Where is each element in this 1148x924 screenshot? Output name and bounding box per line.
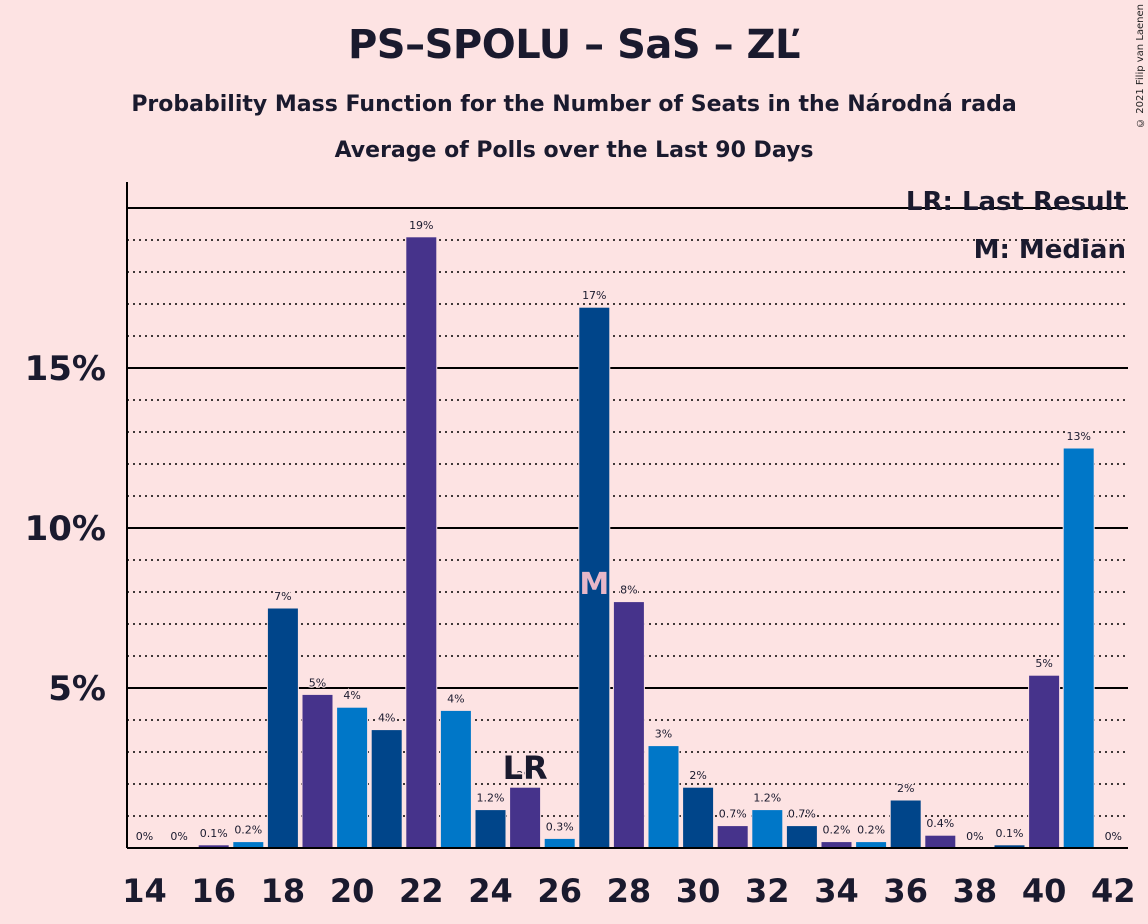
bar-seats-40 (1028, 674, 1061, 849)
x-tick-label: 14 (122, 872, 167, 910)
bar-value-label: 0.2% (234, 824, 262, 837)
legend-last-result: LR: Last Result (906, 187, 1126, 217)
bar-seats-33 (785, 825, 818, 849)
x-tick-label: 40 (1022, 872, 1067, 910)
x-tick-label: 42 (1091, 872, 1136, 910)
x-tick-label: 32 (745, 872, 790, 910)
x-tick-label: 24 (468, 872, 513, 910)
bar-value-label: 0.3% (546, 820, 574, 833)
bar-seats-29 (647, 745, 680, 849)
y-tick-label: 10% (25, 509, 106, 549)
bar-value-label: 0.1% (996, 827, 1024, 840)
bar-seats-26 (543, 837, 576, 849)
x-tick-label: 22 (399, 872, 444, 910)
bar-seats-25 (509, 786, 542, 849)
bar-value-label: 2% (897, 782, 914, 795)
bar-seats-37 (924, 834, 957, 849)
bar-value-label: 0% (1105, 830, 1122, 843)
bar-value-label: 0.1% (200, 827, 228, 840)
chart-title: PS–SPOLU – SaS – ZĽ (347, 22, 801, 68)
x-tick-label: 36 (883, 872, 928, 910)
x-tick-label: 34 (814, 872, 859, 910)
bar-value-label: 5% (1035, 657, 1052, 670)
x-tick-label: 16 (191, 872, 236, 910)
bar-value-label: 0% (170, 830, 187, 843)
bar-seats-20 (336, 706, 369, 849)
bar-seats-30 (682, 786, 715, 849)
bar-value-label: 2% (516, 769, 533, 782)
bar-value-label: 19% (409, 219, 433, 232)
bar-value-label: 1.2% (753, 792, 781, 805)
x-tick-label: 28 (607, 872, 652, 910)
last-result-marker: LR (503, 749, 548, 787)
y-tick-label: 5% (48, 669, 106, 709)
legend-median: M: Median (974, 235, 1126, 265)
bar-value-label: 0% (136, 830, 153, 843)
x-tick-label: 38 (953, 872, 998, 910)
bar-value-label: 0.7% (788, 808, 816, 821)
bar-seats-27 (578, 306, 611, 849)
bar-seats-18 (266, 607, 299, 849)
bar-value-label: 4% (447, 692, 464, 705)
bar-value-label: 17% (582, 289, 606, 302)
bar-value-label: 0.7% (719, 808, 747, 821)
bar-value-label: 3% (655, 728, 672, 741)
bar-seats-21 (370, 729, 403, 849)
x-tick-label: 20 (330, 872, 375, 910)
bar-seats-28 (612, 601, 645, 849)
bar-value-label: 4% (343, 689, 360, 702)
bar-seats-23 (439, 709, 472, 849)
bar-value-label: 4% (378, 712, 395, 725)
bar-seats-36 (889, 799, 922, 849)
bar-value-label: 0% (966, 830, 983, 843)
bar-value-label: 2% (689, 769, 706, 782)
x-tick-label: 30 (676, 872, 721, 910)
median-marker: M (579, 567, 609, 602)
bar-value-label: 0.4% (926, 817, 954, 830)
bar-seats-24 (474, 809, 507, 849)
bar-value-label: 0.2% (823, 824, 851, 837)
bar-value-label: 13% (1066, 430, 1090, 443)
bar-seats-31 (716, 825, 749, 849)
bar-seats-32 (751, 809, 784, 849)
bar-seats-22 (405, 236, 438, 849)
y-tick-label: 15% (25, 349, 106, 389)
bar-value-label: 7% (274, 590, 291, 603)
x-tick-label: 26 (537, 872, 582, 910)
bar-value-label: 0.2% (857, 824, 885, 837)
bar-seats-41 (1062, 447, 1095, 849)
bar-value-label: 1.2% (477, 792, 505, 805)
x-tick-label: 18 (261, 872, 306, 910)
chart-subtitle: Probability Mass Function for the Number… (131, 92, 1017, 117)
bar-value-label: 5% (309, 676, 326, 689)
bar-seats-19 (301, 693, 334, 849)
chart-subtitle-2: Average of Polls over the Last 90 Days (334, 138, 814, 163)
bar-value-label: 8% (620, 584, 637, 597)
